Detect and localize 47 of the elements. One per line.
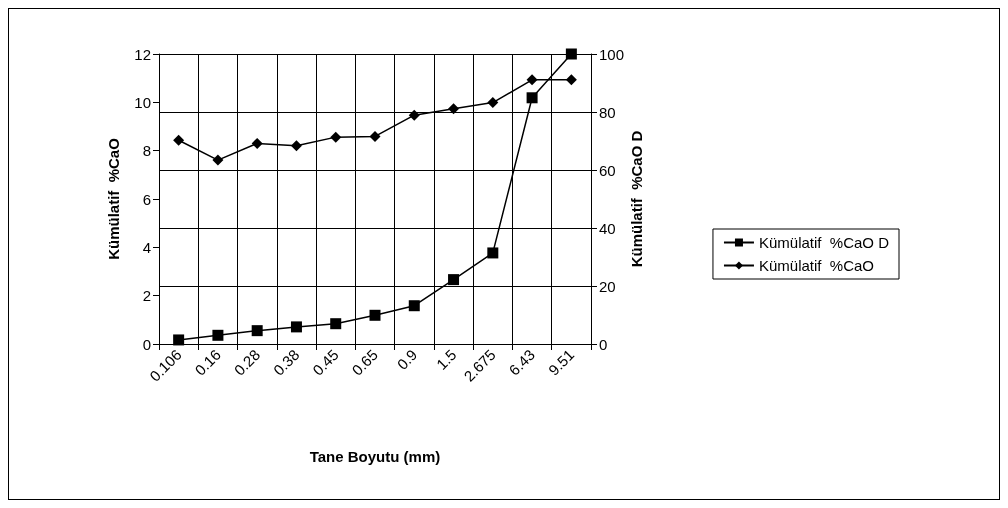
y2-tick-label: 80: [599, 103, 616, 121]
x-tick-label: 0.9: [393, 345, 421, 373]
legend-label: Kümülatif %CaO D: [758, 234, 890, 251]
point: [251, 137, 263, 149]
point: [330, 131, 342, 143]
point: [448, 103, 460, 115]
point: [526, 92, 538, 104]
y-tick-label: 10: [134, 93, 151, 111]
legend-label: Kümülatif %CaO: [758, 257, 875, 274]
point: [330, 318, 342, 330]
y2-tick-label: 60: [599, 161, 616, 179]
y2-tick-label: 40: [599, 219, 616, 237]
point: [448, 274, 460, 286]
x-axis-title: Tane Boyutu (mm): [309, 448, 441, 465]
point: [173, 334, 185, 346]
point: [526, 74, 538, 86]
x-tick-label: 0.16: [191, 345, 224, 379]
y-axis-title: Kümülatif %CaO: [105, 137, 122, 260]
point: [251, 325, 263, 337]
point: [369, 309, 381, 321]
x-tick-label: 9.51: [544, 345, 578, 379]
y2-tick-label: 0: [599, 335, 608, 353]
x-tick-label: 0.38: [269, 345, 303, 379]
point: [212, 329, 224, 341]
point: [408, 300, 420, 312]
point: [565, 74, 577, 86]
y2-tick-label: 100: [599, 45, 625, 63]
y-tick-label: 12: [134, 45, 151, 63]
point: [487, 247, 499, 259]
x-tick-label: 1.5: [432, 345, 460, 373]
y-tick-label: 8: [142, 142, 151, 160]
y-tick-label: 4: [142, 238, 151, 256]
y2-tick-label: 20: [599, 277, 616, 295]
y2-axis-title: Kümülatif %CaO D: [628, 130, 645, 268]
y-tick-label: 0: [142, 335, 151, 353]
point: [487, 97, 499, 109]
point: [290, 140, 302, 152]
point: [173, 134, 185, 146]
x-tick-label: 6.43: [505, 345, 539, 379]
point: [369, 130, 381, 142]
point: [565, 48, 577, 60]
point: [212, 154, 224, 166]
point: [290, 321, 302, 333]
y-tick-label: 6: [142, 190, 151, 208]
x-tick-label: 0.28: [230, 345, 264, 379]
point: [408, 109, 420, 121]
y-tick-label: 2: [142, 287, 151, 305]
